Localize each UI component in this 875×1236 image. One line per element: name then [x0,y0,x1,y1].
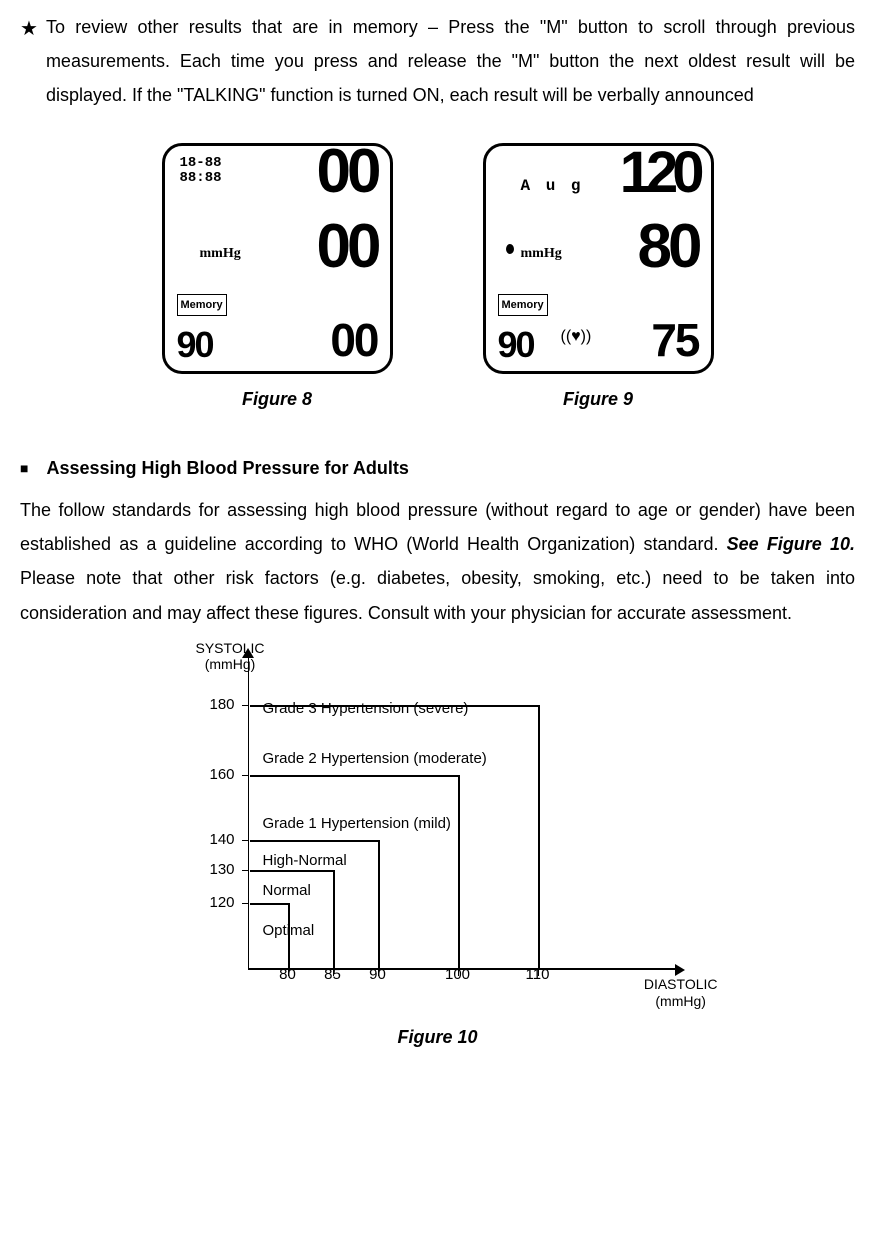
lcd-display-fig8: 18-88 88:88 mmHg Memory 90 00 00 00 [162,143,393,374]
bp-category-label: Normal [263,877,311,906]
figure-8-block: 18-88 88:88 mmHg Memory 90 00 00 00 Figu… [162,143,393,416]
section-paragraph: The follow standards for assessing high … [20,493,855,630]
bp-category-label: Grade 3 Hypertension (severe) [263,695,469,724]
x-axis-label: DIASTOLIC (mmHg) [644,976,718,1010]
figure-9-block: A u g mmHg Memory 90 ((♥)) 120 80 75 Fig… [483,143,714,416]
figure-10-caption: Figure 10 [20,1020,855,1054]
see-figure-reference: See Figure 10. [727,534,855,554]
chart-container: SYSTOLIC (mmHg) DIASTOLIC (mmHg) 1801601… [20,645,855,1005]
square-bullet-icon: ■ [20,455,28,482]
diastolic-reading: 00 [317,216,378,278]
diastolic-reading: 80 [638,216,699,278]
mmhg-label: mmHg [521,241,562,268]
bp-category-label: High-Normal [263,847,347,876]
systolic-reading: 00 [317,141,378,203]
y-tick-label: 160 [210,760,235,789]
mmhg-label: mmHg [200,241,241,268]
pulse-reading: 00 [330,317,377,363]
y-axis-arrow-icon [242,648,254,658]
figure-8-caption: Figure 8 [242,382,312,416]
bp-category-label: Optimal [263,917,315,946]
bp-category-label: Grade 1 Hypertension (mild) [263,810,451,839]
figure-9-caption: Figure 9 [563,382,633,416]
pulse-reading: 75 [651,317,698,363]
y-tick-label: 180 [210,690,235,719]
memory-label: Memory [177,294,227,317]
y-tick-label: 130 [210,855,235,884]
date-time: 18-88 88:88 [180,156,222,187]
memory-label: Memory [498,294,548,317]
section-heading: ■ Assessing High Blood Pressure for Adul… [20,451,855,485]
bp-category-label: Grade 2 Hypertension (moderate) [263,745,487,774]
y-axis-label: SYSTOLIC (mmHg) [196,640,265,674]
avg-indicator: A u g [521,171,584,201]
figure-row: 18-88 88:88 mmHg Memory 90 00 00 00 Figu… [20,143,855,416]
memory-review-bullet: ★ To review other results that are in me… [20,10,855,113]
memory-number: 90 [498,327,534,363]
bp-classification-chart: SYSTOLIC (mmHg) DIASTOLIC (mmHg) 1801601… [178,645,698,1005]
memory-number: 90 [177,327,213,363]
y-tick-label: 140 [210,825,235,854]
section-title: Assessing High Blood Pressure for Adults [46,451,408,485]
x-axis-arrow-icon [675,964,685,976]
heartbeat-icon: ((♥)) [561,322,592,352]
lcd-display-fig9: A u g mmHg Memory 90 ((♥)) 120 80 75 [483,143,714,374]
star-bullet: ★ [20,10,38,113]
systolic-reading: 120 [620,144,699,202]
dot-indicator [506,244,514,254]
bullet-text: To review other results that are in memo… [46,10,855,113]
y-tick-label: 120 [210,888,235,917]
